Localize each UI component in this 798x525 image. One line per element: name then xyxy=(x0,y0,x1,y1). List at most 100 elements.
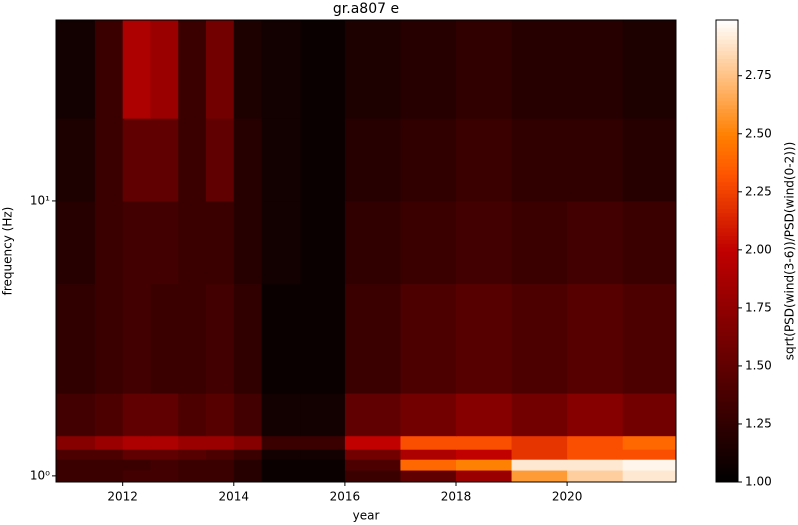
colorbar-step xyxy=(716,289,738,294)
heatmap-cell xyxy=(400,200,457,285)
colorbar-step xyxy=(716,147,738,152)
colorbar-step xyxy=(716,197,738,202)
colorbar-frame xyxy=(715,19,739,483)
heatmap-cell xyxy=(622,459,677,471)
heatmap-cell xyxy=(122,449,151,460)
heatmap-cell xyxy=(400,449,457,460)
colorbar-tick-label: 1.75 xyxy=(745,300,772,314)
colorbar-step xyxy=(716,424,738,429)
chart-title: gr.a807 e xyxy=(333,1,399,17)
heatmap-cell xyxy=(122,118,151,202)
heatmap-cell xyxy=(344,449,401,460)
colorbar-step xyxy=(716,58,738,63)
heatmap-cell xyxy=(456,283,513,394)
colorbar-step xyxy=(716,81,738,86)
colorbar-step xyxy=(716,316,738,321)
heatmap-cell xyxy=(622,283,677,394)
heatmap-cell xyxy=(567,435,624,450)
heatmap-cell xyxy=(300,435,346,450)
colorbar-step xyxy=(716,397,738,402)
colorbar-step xyxy=(716,293,738,298)
colorbar: 1.00 1.25 1.50 1.75 2.00 2.25 2.50 2.75 xyxy=(715,19,772,489)
colorbar-step xyxy=(716,374,738,379)
colorbar-step xyxy=(716,455,738,460)
heatmap-cell xyxy=(261,449,301,460)
heatmap-cell xyxy=(56,393,96,437)
colorbar-step xyxy=(716,393,738,398)
colorbar-step xyxy=(716,277,738,283)
colorbar-step xyxy=(716,154,738,160)
colorbar-step xyxy=(716,251,738,256)
heatmap-cell xyxy=(456,118,513,202)
colorbar-step xyxy=(716,285,738,290)
colorbar-step xyxy=(716,328,738,333)
heatmap-cell xyxy=(150,20,179,119)
heatmap-cell xyxy=(94,449,124,460)
colorbar-step xyxy=(716,435,738,441)
colorbar-tick-label: 2.75 xyxy=(745,68,772,82)
colorbar-step xyxy=(716,447,738,452)
heatmap-cell xyxy=(233,200,263,285)
heatmap-cell xyxy=(567,118,624,202)
heatmap-cell xyxy=(511,435,568,450)
colorbar-step xyxy=(716,104,738,110)
colorbar-step xyxy=(716,378,738,383)
heatmap-cell xyxy=(150,449,179,460)
colorbar-step xyxy=(716,343,738,348)
heatmap-cell xyxy=(206,283,235,394)
colorbar-step xyxy=(716,204,738,210)
colorbar-step xyxy=(716,339,738,344)
colorbar-step xyxy=(716,66,738,71)
heatmap-cell xyxy=(511,470,568,483)
heatmap-cell xyxy=(300,20,346,119)
colorbar-step xyxy=(716,93,738,98)
heatmap-cell xyxy=(94,200,124,285)
heatmap-cell xyxy=(233,470,263,483)
heatmap-cell xyxy=(400,283,457,394)
colorbar-step xyxy=(716,135,738,140)
heatmap-cell xyxy=(511,459,568,471)
heatmap-cell xyxy=(94,435,124,450)
colorbar-step xyxy=(716,416,738,421)
colorbar-step xyxy=(716,370,738,375)
heatmap xyxy=(56,20,677,483)
heatmap-cell xyxy=(94,20,124,119)
colorbar-step xyxy=(716,158,738,163)
heatmap-cell xyxy=(206,393,235,437)
heatmap-cell xyxy=(233,20,263,119)
heatmap-cell xyxy=(94,393,124,437)
colorbar-step xyxy=(716,381,738,387)
heatmap-cell xyxy=(150,459,179,471)
colorbar-step xyxy=(716,320,738,325)
colorbar-step xyxy=(716,31,738,36)
heatmap-cell xyxy=(178,470,207,483)
colorbar-step xyxy=(716,474,738,479)
heatmap-cell xyxy=(300,118,346,202)
heatmap-cell xyxy=(344,435,401,450)
colorbar-step xyxy=(716,193,738,198)
heatmap-cell xyxy=(56,470,96,483)
colorbar-step xyxy=(716,478,738,483)
heatmap-cell xyxy=(344,118,401,202)
heatmap-cell xyxy=(300,393,346,437)
colorbar-step xyxy=(716,301,738,306)
colorbar-step xyxy=(716,420,738,425)
heatmap-cell xyxy=(94,459,124,471)
colorbar-step xyxy=(716,451,738,456)
colorbar-step xyxy=(716,405,738,410)
heatmap-cell xyxy=(622,200,677,285)
colorbar-step xyxy=(716,35,738,40)
x-tick-label: 2014 xyxy=(219,490,250,504)
colorbar-step xyxy=(716,408,738,414)
heatmap-cell xyxy=(344,459,401,471)
colorbar-step xyxy=(716,412,738,418)
colorbar-step xyxy=(716,220,738,225)
colorbar-step xyxy=(716,216,738,221)
heatmap-cell xyxy=(511,118,568,202)
colorbar-step xyxy=(716,366,738,371)
heatmap-cell xyxy=(344,393,401,437)
heatmap-cell xyxy=(261,20,301,119)
heatmap-cell xyxy=(300,470,346,483)
colorbar-step xyxy=(716,224,738,229)
